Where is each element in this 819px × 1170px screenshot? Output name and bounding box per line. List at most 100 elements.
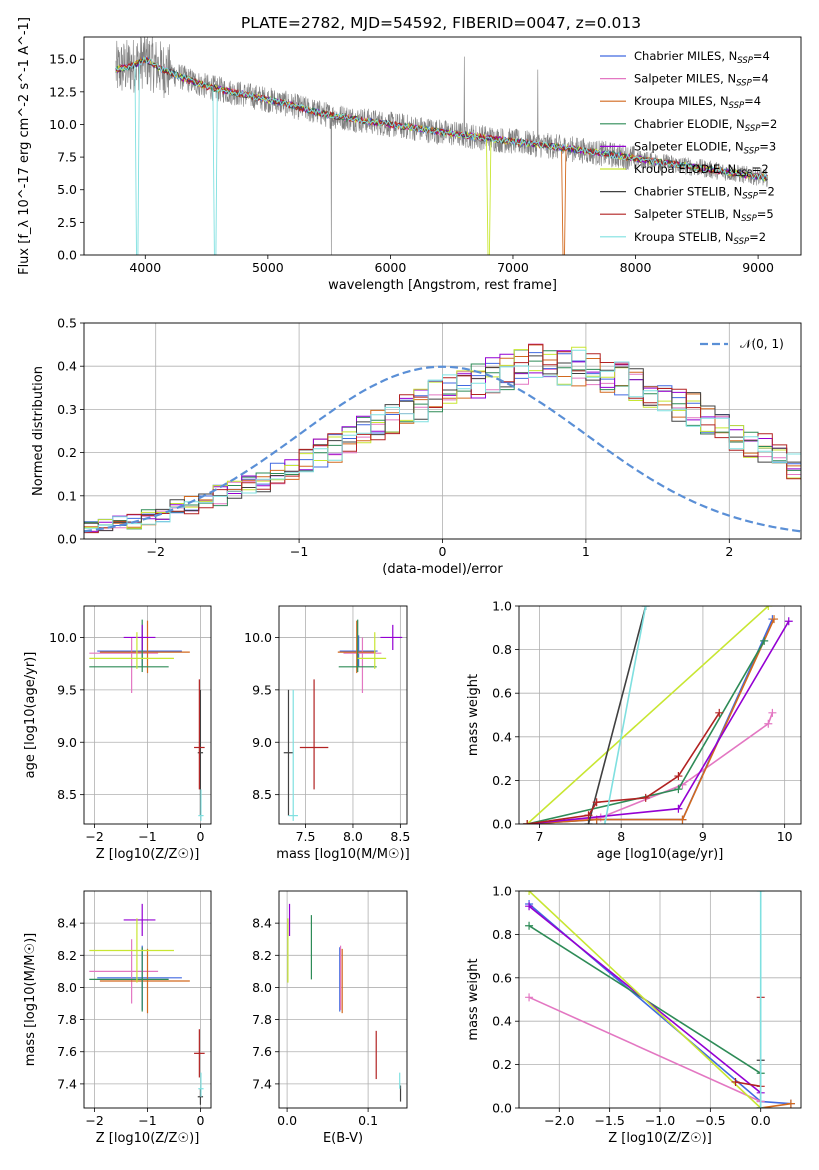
residuals-plot-area — [84, 343, 801, 534]
y-tick-label: 15.0 — [49, 52, 77, 67]
legend-label: Chabrier STELIB, NSSP=2 — [634, 185, 775, 202]
x-tick-label: 0.0 — [277, 1113, 297, 1128]
x-axis-label: (data-model)/error — [382, 562, 503, 577]
series-marker — [715, 708, 724, 717]
legend-label: Chabrier MILES, NSSP=4 — [634, 49, 770, 66]
axes-frame — [518, 890, 802, 1109]
errorbar-point-3 — [99, 620, 190, 674]
errorbar-point-5 — [123, 903, 156, 937]
y-tick-label: 7.8 — [252, 1012, 272, 1027]
mass_vs_EBV-plot-area — [287, 903, 402, 1102]
mass_vs_EBV-panel: 0.0 0.1 7.4 7.6 7.8 8.0 8.2 8.4 E(B-V) — [252, 890, 408, 1146]
series-line-6 — [528, 891, 762, 1108]
age_vs_mass-panel: 7.5 8.0 8.5 8.5 9.0 9.5 10.0 mass [log10(M/M☉)] — [244, 605, 410, 862]
y-tick-label: 7.8 — [57, 1012, 77, 1027]
errorbar-point-1 — [97, 635, 182, 667]
y-tick-label: 10.0 — [244, 630, 272, 645]
series-line-9 — [604, 606, 647, 824]
x-tick-label: 2 — [725, 544, 733, 559]
x-tick-label: 0 — [196, 829, 204, 844]
x-tick-label: −2 — [146, 544, 164, 559]
y-tick-label: 0.4 — [492, 1014, 512, 1029]
errorbar-point-4 — [338, 619, 377, 673]
y-tick-label: 1.0 — [492, 884, 512, 899]
y-tick-label: 8.0 — [57, 980, 77, 995]
series-marker — [760, 636, 769, 645]
y-axis-label: Flux [f_λ 10^-17 erg cm^-2 s^-1 A^-1] — [17, 17, 32, 275]
y-tick-label: 0.3 — [57, 402, 77, 417]
y-tick-label: 7.5 — [57, 150, 77, 165]
legend-label: Salpeter ELODIE, NSSP=3 — [634, 139, 776, 156]
y-tick-label: 0.6 — [492, 686, 512, 701]
x-tick-label: 0.0 — [751, 1113, 771, 1128]
errorbar-point-6 — [89, 632, 174, 669]
x-tick-label: −2.0 — [544, 1113, 574, 1128]
series-marker — [525, 891, 534, 895]
x-tick-label: −1 — [138, 1113, 156, 1128]
residuals-panel: −2 −1 0 1 2 0.0 0.1 0.2 0.3 0.4 0.5 (data-model)/er… — [31, 316, 802, 577]
x-tick-label: −2 — [85, 829, 103, 844]
legend-label: Salpeter MILES, NSSP=4 — [634, 72, 769, 89]
x-axis-label: wavelength [Angstrom, rest frame] — [328, 278, 557, 293]
model-spectrum-8 — [115, 56, 768, 181]
x-tick-label: −1 — [290, 544, 308, 559]
spectrum-legend: Chabrier MILES, NSSP=4 Salpeter MILES, NS… — [600, 49, 777, 247]
series-marker — [786, 1099, 795, 1108]
x-tick-label: 5000 — [252, 260, 284, 275]
y-tick-label: 0.2 — [492, 773, 512, 788]
series-marker — [525, 902, 534, 911]
y-tick-label: 0.8 — [492, 642, 512, 657]
series-marker — [674, 772, 683, 781]
legend-label: 𝒩(0, 1) — [740, 337, 784, 351]
y-tick-label: 9.5 — [57, 682, 77, 697]
errorbar-point-8 — [299, 679, 329, 790]
y-tick-label: 7.6 — [57, 1044, 77, 1059]
x-tick-label: 8.0 — [343, 829, 363, 844]
errorbar-point-6 — [89, 918, 174, 983]
axes-frame — [83, 890, 212, 1109]
y-axis-label: mass [log10(M/M☉)] — [23, 933, 38, 1066]
x-tick-label: 8.5 — [390, 829, 410, 844]
y-tick-label: 8.0 — [252, 980, 272, 995]
series-marker — [584, 811, 593, 820]
residual-histogram-9 — [84, 349, 801, 529]
y-tick-label: 0.1 — [57, 488, 77, 503]
x-tick-label: −1 — [138, 829, 156, 844]
x-tick-label: 7 — [535, 829, 543, 844]
series-line-7 — [587, 606, 647, 824]
series-line-3 — [760, 1102, 792, 1108]
x-axis-label: age [log10(age/yr)] — [597, 847, 724, 862]
x-tick-label: 9 — [699, 829, 707, 844]
y-tick-label: 8.4 — [57, 916, 77, 931]
y-tick-label: 7.4 — [252, 1076, 272, 1091]
y-tick-label: 0.0 — [57, 532, 77, 547]
x-axis-label: E(B-V) — [323, 1131, 363, 1146]
y-tick-label: 0.0 — [492, 1101, 512, 1116]
spectrum-plot-area — [115, 37, 769, 255]
mass_weight_vs_Z-plot-area — [525, 891, 795, 1108]
y-tick-label: 8.5 — [57, 787, 77, 802]
series-marker — [592, 798, 601, 807]
y-tick-label: 8.5 — [252, 787, 272, 802]
residual-histogram-8 — [84, 344, 801, 534]
series-line-6 — [526, 606, 769, 824]
mass_weight_vs_age-plot-area — [523, 606, 793, 824]
axes-frame — [278, 890, 408, 1109]
x-tick-label: 8000 — [620, 260, 652, 275]
y-tick-label: 0.4 — [57, 359, 77, 374]
series-marker — [674, 785, 683, 794]
y-tick-label: 7.6 — [252, 1044, 272, 1059]
errorbar-point-5 — [380, 624, 403, 651]
x-tick-label: 9000 — [742, 260, 774, 275]
errorbar-point-1 — [339, 635, 378, 667]
series-marker — [770, 615, 779, 624]
y-tick-label: 0.0 — [57, 248, 77, 263]
residual-histogram-5 — [84, 350, 801, 533]
series-marker — [525, 993, 534, 1002]
y-tick-label: 5.0 — [57, 182, 77, 197]
model-spectrum-9 — [115, 57, 768, 255]
x-tick-label: 10 — [777, 829, 793, 844]
series-marker — [600, 820, 609, 824]
series-marker — [641, 606, 650, 610]
